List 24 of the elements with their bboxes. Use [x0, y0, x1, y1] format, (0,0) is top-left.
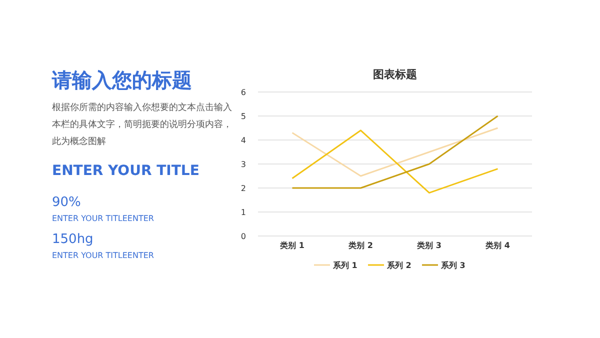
text: ENTER YOUR TITLE	[52, 163, 200, 179]
x-tick-label: 类别 1	[279, 241, 305, 250]
chart-title: 图表标题	[373, 68, 417, 81]
y-tick-label: 0	[240, 232, 246, 241]
text: 根据你所需的内容输入你想要的文本点击输入本栏的具体文字，简明扼要的说明分项内容，此为概念图解	[52, 102, 232, 147]
line-series	[292, 130, 498, 194]
text: ENTER YOUR TITLEENTER	[52, 251, 154, 260]
y-tick-label: 2	[240, 184, 246, 193]
text: 请输入您的标题	[51, 68, 192, 92]
x-tick-label: 类别 3	[416, 241, 442, 250]
text: ENTER YOUR TITLEENTER	[52, 214, 154, 223]
y-tick-label: 4	[240, 136, 246, 145]
y-tick-label: 5	[240, 112, 246, 121]
text: 90%	[52, 195, 81, 210]
legend-label: 系列 3	[440, 261, 466, 270]
y-tick-label: 6	[240, 88, 246, 97]
y-tick-label: 1	[240, 208, 246, 217]
x-tick-label: 类别 4	[484, 241, 510, 250]
y-tick-label: 3	[240, 160, 246, 169]
x-tick-label: 类别 2	[348, 241, 373, 250]
legend-label: 系列 2	[386, 261, 412, 270]
text: 150hg	[52, 232, 94, 247]
legend-label: 系列 1	[332, 261, 358, 270]
line-series	[292, 127, 498, 177]
